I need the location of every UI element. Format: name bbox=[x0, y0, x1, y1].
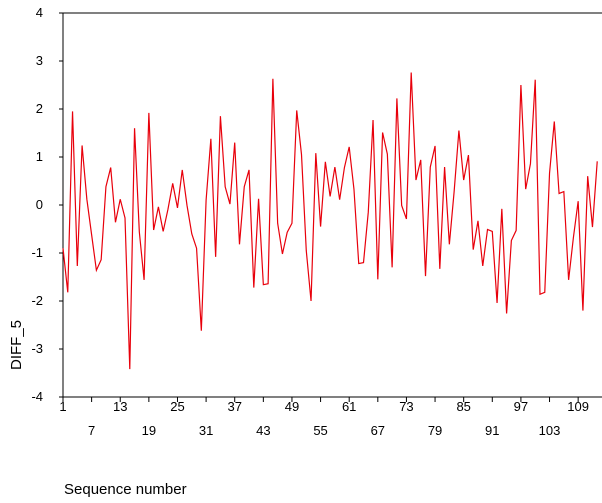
y-tick-label: 0 bbox=[36, 197, 43, 212]
x-tick-label: 85 bbox=[456, 399, 470, 414]
x-axis: 1 13 25 37 49 61 73 85 97 109 7 19 31 43 55 67 79 91 103 bbox=[59, 397, 589, 438]
x-tick-label: 103 bbox=[539, 423, 561, 438]
y-tick-label: 3 bbox=[36, 53, 43, 68]
y-tick-label: 2 bbox=[36, 101, 43, 116]
y-axis: 4 3 2 1 0 -1 -2 -3 -4 bbox=[31, 5, 63, 404]
x-tick-label: 49 bbox=[285, 399, 299, 414]
x-tick-label: 25 bbox=[170, 399, 184, 414]
x-tick-label: 97 bbox=[514, 399, 528, 414]
x-tick-label: 37 bbox=[227, 399, 241, 414]
x-tick-label: 109 bbox=[567, 399, 589, 414]
y-tick-label: 1 bbox=[36, 149, 43, 164]
y-tick-label: -3 bbox=[31, 341, 43, 356]
x-tick-label: 19 bbox=[142, 423, 156, 438]
series-layer bbox=[62, 72, 598, 370]
x-tick-label: 31 bbox=[199, 423, 213, 438]
series-line bbox=[62, 72, 598, 370]
y-axis-title: DIFF_5 bbox=[8, 320, 25, 370]
y-tick-label: -2 bbox=[31, 293, 43, 308]
x-tick-label: 73 bbox=[399, 399, 413, 414]
x-tick-label: 13 bbox=[113, 399, 127, 414]
y-tick-label: -4 bbox=[31, 389, 43, 404]
y-tick-label: -1 bbox=[31, 245, 43, 260]
x-tick-label: 43 bbox=[256, 423, 270, 438]
x-axis-title: Sequence number bbox=[64, 481, 187, 498]
x-tick-label: 61 bbox=[342, 399, 356, 414]
plot-frame bbox=[62, 12, 602, 398]
x-tick-label: 7 bbox=[88, 423, 95, 438]
x-tick-label: 91 bbox=[485, 423, 499, 438]
x-tick-label: 1 bbox=[59, 399, 66, 414]
x-tick-label: 79 bbox=[428, 423, 442, 438]
x-tick-label: 55 bbox=[313, 423, 327, 438]
x-tick-label: 67 bbox=[371, 423, 385, 438]
y-tick-label: 4 bbox=[36, 5, 43, 20]
